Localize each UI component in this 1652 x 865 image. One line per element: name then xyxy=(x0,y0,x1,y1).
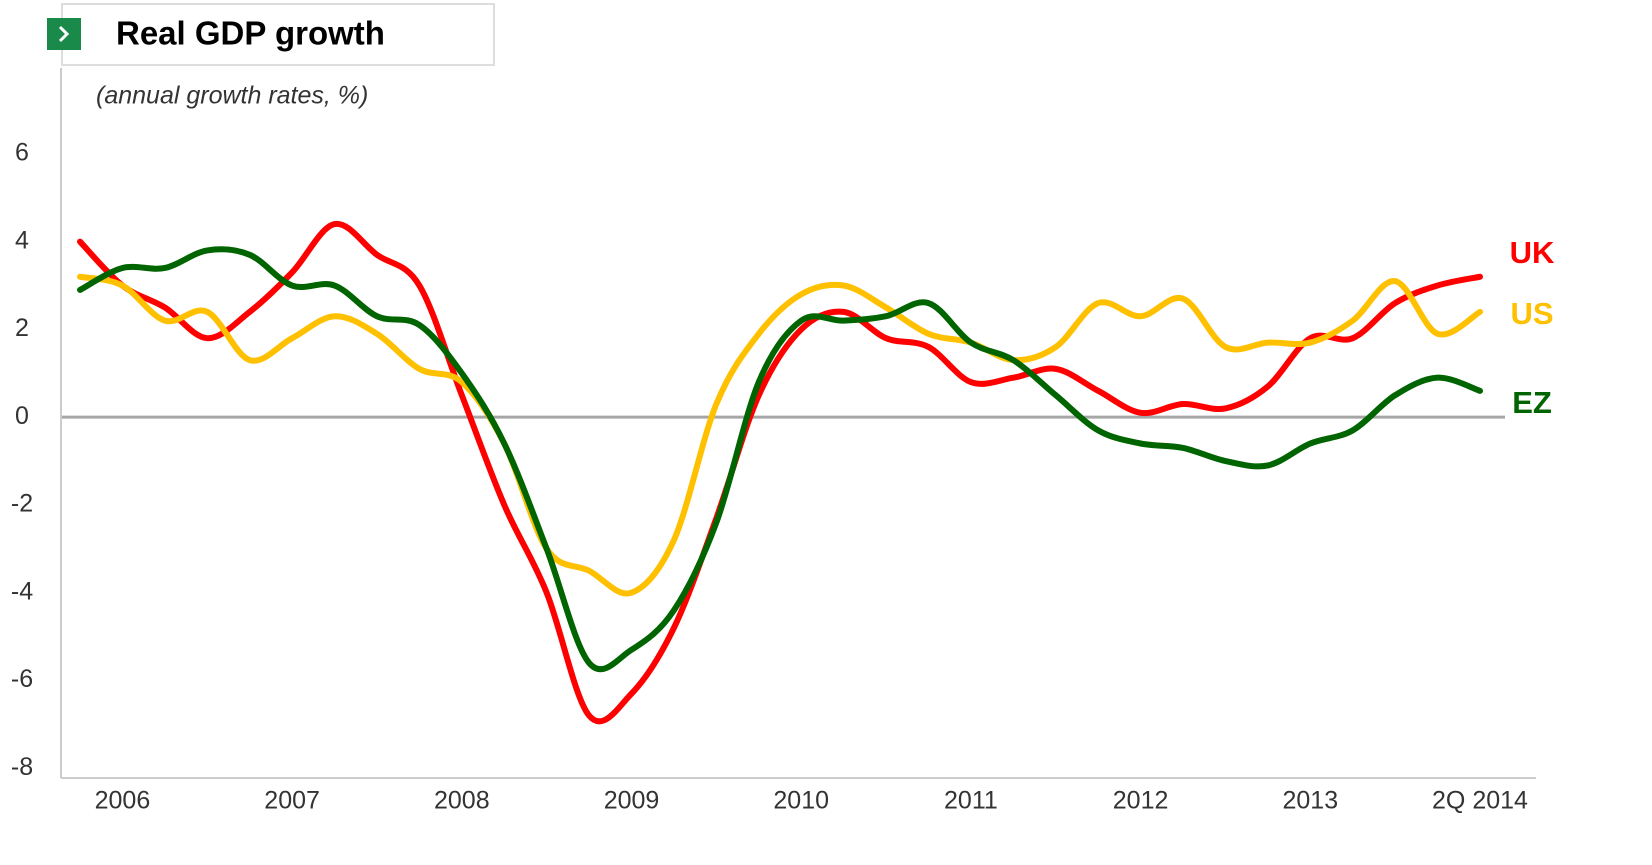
y-tick-label: -2 xyxy=(11,490,33,518)
title-icon xyxy=(47,18,81,50)
title-box xyxy=(61,3,495,66)
x-tick-label: 2008 xyxy=(434,787,490,815)
x-tick-label: 2Q 2014 xyxy=(1432,787,1528,815)
x-tick-label: 2009 xyxy=(604,787,660,815)
x-tick-label: 2013 xyxy=(1282,787,1338,815)
x-tick-label: 2010 xyxy=(773,787,829,815)
title-icon-arrow xyxy=(58,25,70,43)
series-line xyxy=(77,273,1483,597)
x-tick-label: 2011 xyxy=(944,787,998,815)
y-tick-label: 4 xyxy=(15,226,29,254)
y-tick-label: 6 xyxy=(15,138,29,166)
series-label: UK xyxy=(1510,235,1555,270)
x-tick-label: 2012 xyxy=(1113,787,1169,815)
y-tick-label: -6 xyxy=(11,665,33,693)
y-tick-label: -4 xyxy=(11,577,33,605)
y-tick-label: 0 xyxy=(15,402,29,430)
series-line xyxy=(77,221,1483,725)
chart-subtitle: (annual growth rates, %) xyxy=(96,82,368,110)
chart-title: Real GDP growth xyxy=(116,15,385,52)
series-label: US xyxy=(1510,296,1553,331)
series-line xyxy=(77,246,1483,673)
x-tick-label: 2007 xyxy=(264,787,320,815)
series-label: EZ xyxy=(1512,385,1552,420)
y-tick-label: 2 xyxy=(15,314,29,342)
x-tick-label: 2006 xyxy=(95,787,151,815)
y-tick-label: -8 xyxy=(11,753,33,781)
